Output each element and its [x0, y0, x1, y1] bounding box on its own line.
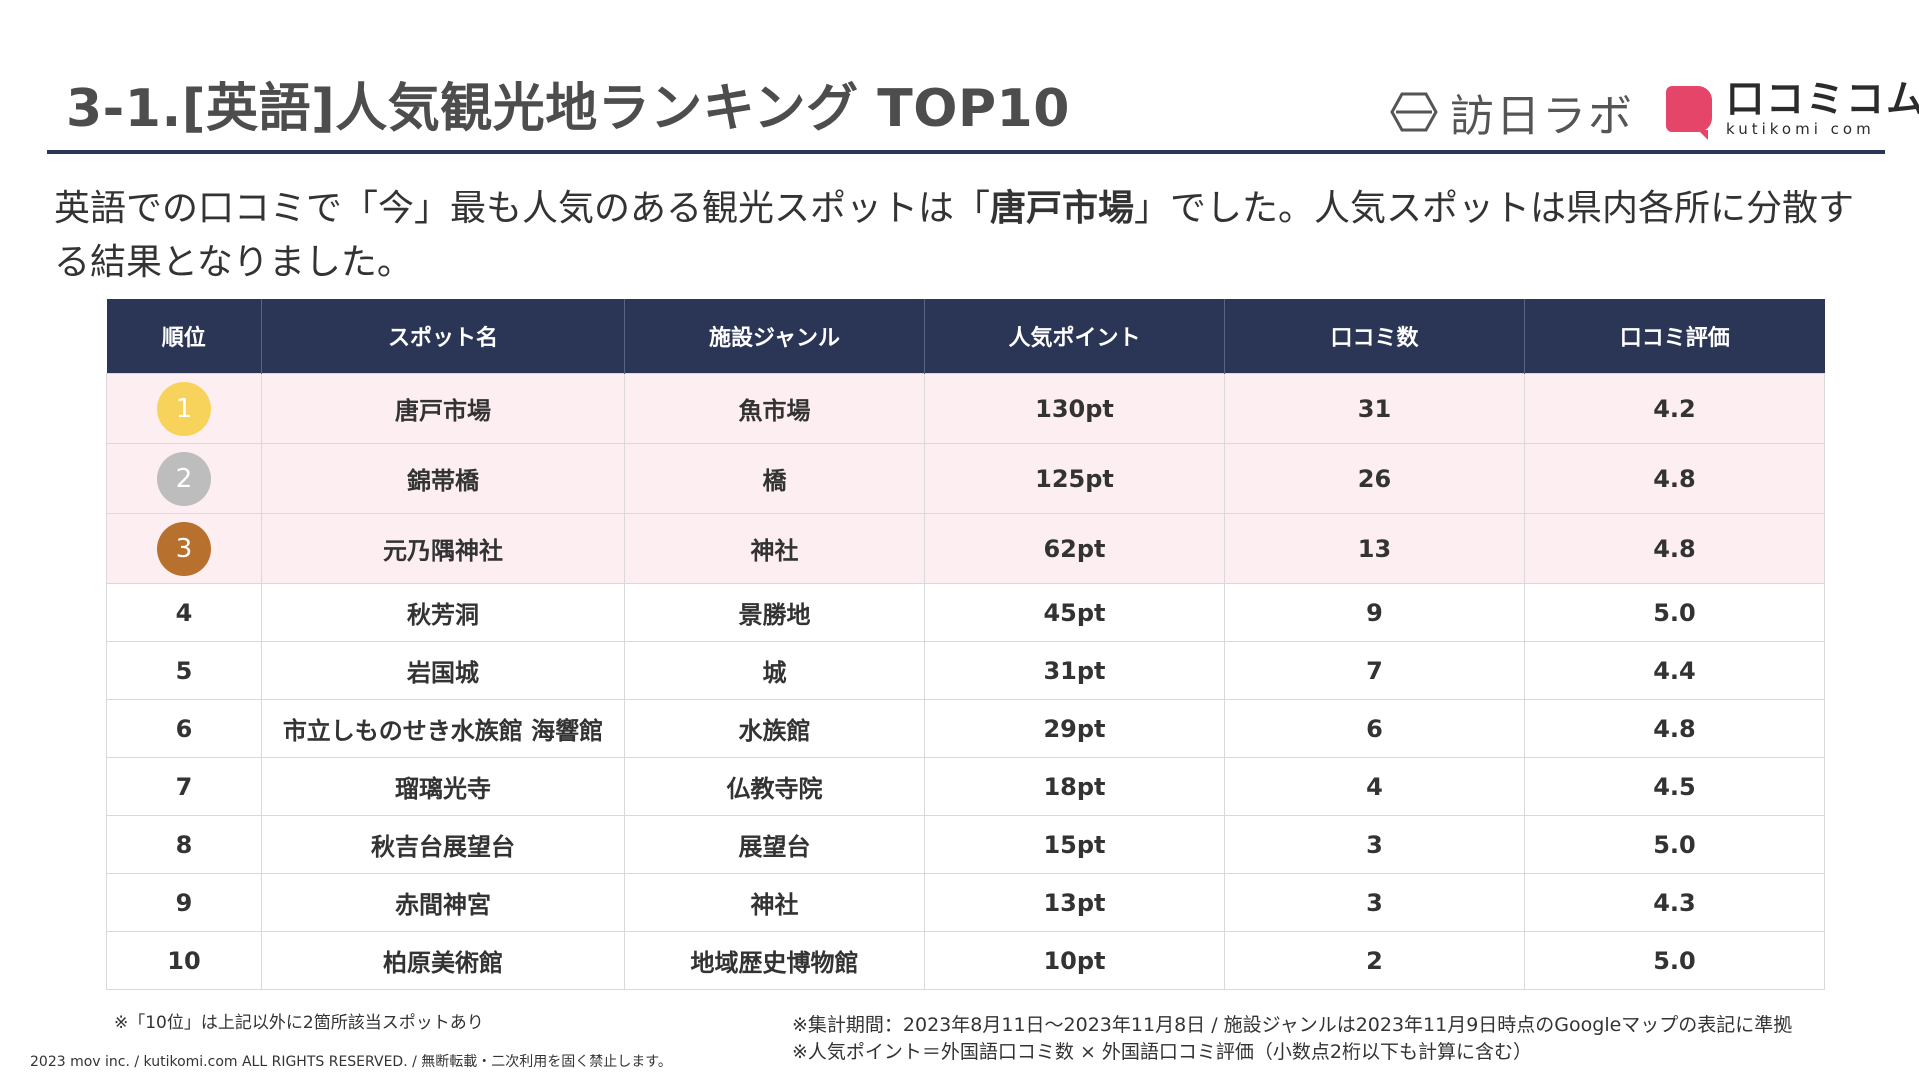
- spot-cell: 秋吉台展望台: [261, 815, 625, 874]
- genre-cell: 水族館: [624, 699, 925, 758]
- header-rank: 順位: [106, 299, 262, 374]
- method-notes: ※集計期間：2023年8月11日〜2023年11月8日 / 施設ジャンルは202…: [792, 1012, 1792, 1066]
- reviews-cell: 4: [1224, 757, 1525, 816]
- table-row: 7 瑠璃光寺 仏教寺院 18pt 4 4.5: [106, 757, 1825, 816]
- genre-cell: 城: [624, 641, 925, 700]
- rating-cell: 4.2: [1524, 373, 1825, 444]
- rank-cell: 9: [106, 873, 262, 932]
- spot-cell: 岩国城: [261, 641, 625, 700]
- genre-cell: 橋: [624, 443, 925, 514]
- spot-cell: 市立しものせき水族館 海響館: [261, 699, 625, 758]
- header-genre: 施設ジャンル: [624, 299, 925, 374]
- header-points: 人気ポイント: [924, 299, 1225, 374]
- points-cell: 10pt: [924, 931, 1225, 990]
- kutikomi-logo: 口コミコム kutikomi com: [1666, 77, 1919, 140]
- table-row: 5 岩国城 城 31pt 7 4.4: [106, 641, 1825, 700]
- rank-cell: 6: [106, 699, 262, 758]
- header-reviews: 口コミ数: [1224, 299, 1525, 374]
- rating-cell: 4.8: [1524, 513, 1825, 584]
- points-cell: 31pt: [924, 641, 1225, 700]
- table-row: 9 赤間神宮 神社 13pt 3 4.3: [106, 873, 1825, 932]
- intro-highlight: 唐戸市場: [990, 188, 1135, 229]
- page-title: 3-1.[英語]人気観光地ランキング TOP10: [66, 79, 1070, 139]
- ranking-table: 順位 スポット名 施設ジャンル 人気ポイント 口コミ数 口コミ評価 1 唐戸市場…: [106, 299, 1825, 990]
- lab-logo-icon: [1390, 92, 1438, 132]
- genre-cell: 地域歴史博物館: [624, 931, 925, 990]
- reviews-cell: 31: [1224, 373, 1525, 444]
- rating-cell: 4.3: [1524, 873, 1825, 932]
- method-note-period: ※集計期間：2023年8月11日〜2023年11月8日 / 施設ジャンルは202…: [792, 1014, 1793, 1036]
- header-divider: [47, 150, 1885, 154]
- kutikomi-logo-sub: kutikomi com: [1726, 120, 1875, 138]
- rank-cell: 8: [106, 815, 262, 874]
- spot-cell: 元乃隅神社: [261, 513, 625, 584]
- reviews-cell: 2: [1224, 931, 1525, 990]
- speech-bubble-icon: [1666, 85, 1712, 140]
- reviews-cell: 7: [1224, 641, 1525, 700]
- rating-cell: 5.0: [1524, 931, 1825, 990]
- rank-cell: 4: [106, 583, 262, 642]
- houjin-lab-logo: 訪日ラボ: [1390, 80, 1634, 144]
- table-row: 2 錦帯橋 橋 125pt 26 4.8: [106, 443, 1825, 514]
- rank-cell: 2: [106, 443, 262, 514]
- silver-medal-icon: 2: [157, 451, 211, 506]
- rating-cell: 5.0: [1524, 815, 1825, 874]
- reviews-cell: 9: [1224, 583, 1525, 642]
- rank-cell: 1: [106, 373, 262, 444]
- table-row: 6 市立しものせき水族館 海響館 水族館 29pt 6 4.8: [106, 699, 1825, 758]
- genre-cell: 仏教寺院: [624, 757, 925, 816]
- reviews-cell: 26: [1224, 443, 1525, 514]
- reviews-cell: 6: [1224, 699, 1525, 758]
- spot-cell: 秋芳洞: [261, 583, 625, 642]
- points-cell: 62pt: [924, 513, 1225, 584]
- table-footnote: ※「10位」は上記以外に2箇所該当スポットあり: [114, 1013, 484, 1033]
- header-rating: 口コミ評価: [1524, 299, 1825, 374]
- header-spot: スポット名: [261, 299, 625, 374]
- lab-logo-text: 訪日ラボ: [1450, 91, 1634, 142]
- table-row: 8 秋吉台展望台 展望台 15pt 3 5.0: [106, 815, 1825, 874]
- table-row: 1 唐戸市場 魚市場 130pt 31 4.2: [106, 373, 1825, 444]
- points-cell: 13pt: [924, 873, 1225, 932]
- rank-cell: 3: [106, 513, 262, 584]
- genre-cell: 神社: [624, 873, 925, 932]
- table-row: 4 秋芳洞 景勝地 45pt 9 5.0: [106, 583, 1825, 642]
- points-cell: 130pt: [924, 373, 1225, 444]
- spot-cell: 瑠璃光寺: [261, 757, 625, 816]
- rating-cell: 4.4: [1524, 641, 1825, 700]
- genre-cell: 神社: [624, 513, 925, 584]
- table-header-row: 順位 スポット名 施設ジャンル 人気ポイント 口コミ数 口コミ評価: [106, 299, 1825, 374]
- spot-cell: 唐戸市場: [261, 373, 625, 444]
- reviews-cell: 3: [1224, 873, 1525, 932]
- intro-text: 英語での口コミで「今」最も人気のある観光スポットは「唐戸市場」でした。人気スポッ…: [54, 182, 1874, 290]
- points-cell: 18pt: [924, 757, 1225, 816]
- rank-cell: 10: [106, 931, 262, 990]
- bronze-medal-icon: 3: [157, 521, 211, 576]
- rating-cell: 4.8: [1524, 699, 1825, 758]
- copyright-text: 2023 mov inc. / kutikomi.com ALL RIGHTS …: [30, 1054, 672, 1070]
- points-cell: 125pt: [924, 443, 1225, 514]
- genre-cell: 魚市場: [624, 373, 925, 444]
- spot-cell: 柏原美術館: [261, 931, 625, 990]
- genre-cell: 展望台: [624, 815, 925, 874]
- rank-cell: 5: [106, 641, 262, 700]
- table-row: 10 柏原美術館 地域歴史博物館 10pt 2 5.0: [106, 931, 1825, 990]
- intro-before: 英語での口コミで「今」最も人気のある観光スポットは「: [54, 188, 991, 229]
- spot-cell: 錦帯橋: [261, 443, 625, 514]
- kutikomi-logo-text: 口コミコム: [1726, 77, 1919, 121]
- genre-cell: 景勝地: [624, 583, 925, 642]
- intro-after: 」でした。人気スポットは県内各所に分散する結果となりました。: [54, 188, 1855, 283]
- reviews-cell: 13: [1224, 513, 1525, 584]
- rating-cell: 4.5: [1524, 757, 1825, 816]
- table-row: 3 元乃隅神社 神社 62pt 13 4.8: [106, 513, 1825, 584]
- rating-cell: 5.0: [1524, 583, 1825, 642]
- points-cell: 15pt: [924, 815, 1225, 874]
- gold-medal-icon: 1: [157, 381, 211, 436]
- method-note-formula: ※人気ポイント＝外国語口コミ数 × 外国語口コミ評価（小数点2桁以下も計算に含む…: [792, 1041, 1533, 1063]
- points-cell: 45pt: [924, 583, 1225, 642]
- rank-cell: 7: [106, 757, 262, 816]
- rating-cell: 4.8: [1524, 443, 1825, 514]
- reviews-cell: 3: [1224, 815, 1525, 874]
- points-cell: 29pt: [924, 699, 1225, 758]
- spot-cell: 赤間神宮: [261, 873, 625, 932]
